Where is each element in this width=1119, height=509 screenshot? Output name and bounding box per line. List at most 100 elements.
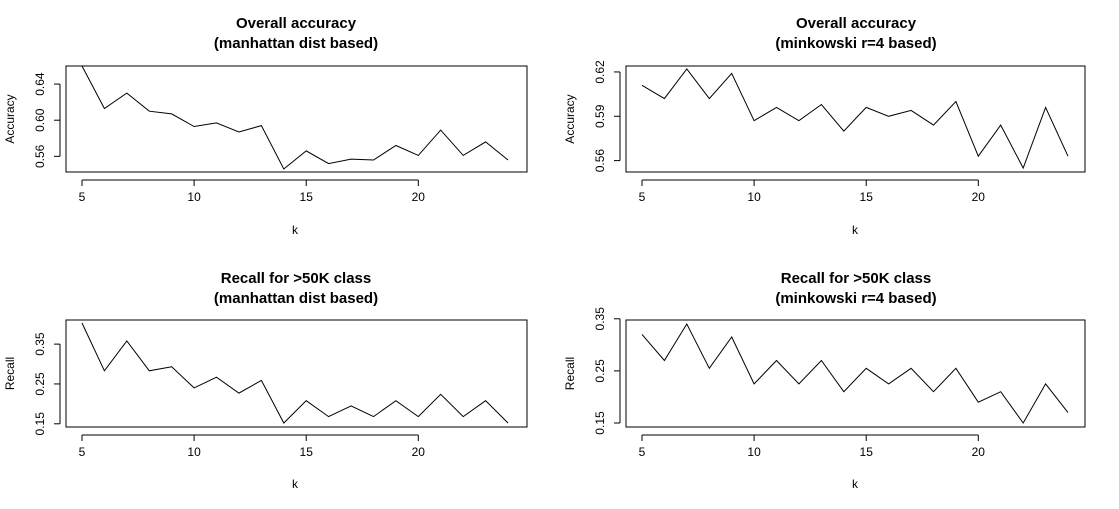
data-point [506, 158, 510, 162]
data-point [730, 71, 734, 75]
data-point [237, 391, 241, 395]
data-point [1066, 411, 1070, 415]
x-tick-label: 15 [300, 445, 314, 459]
x-tick-label: 5 [639, 445, 646, 459]
x-tick-label: 10 [747, 445, 761, 459]
y-tick-label: 0.60 [33, 108, 47, 132]
data-point [685, 67, 689, 71]
series-line [81, 65, 509, 170]
x-tick-label: 5 [79, 445, 86, 459]
data-point [282, 421, 286, 425]
data-point [864, 366, 868, 370]
x-axis-label: k [852, 477, 859, 491]
chart-subtitle: (minkowski r=4 based) [775, 290, 936, 307]
data-point [215, 375, 219, 379]
x-axis-label: k [852, 223, 859, 237]
data-point [640, 332, 644, 336]
data-point [685, 322, 689, 326]
data-point [662, 359, 666, 363]
x-axis-label: k [292, 223, 299, 237]
data-point [192, 386, 196, 390]
data-point [1021, 166, 1025, 170]
data-point [372, 158, 376, 162]
data-point [909, 366, 913, 370]
data-point [439, 128, 443, 132]
data-point [1021, 421, 1025, 425]
x-tick-label: 15 [300, 190, 314, 204]
data-point [1066, 154, 1070, 158]
data-point [394, 399, 398, 403]
data-point [327, 415, 331, 419]
chart-title: Overall accuracy [236, 15, 357, 32]
data-point [662, 97, 666, 101]
data-point [1044, 105, 1048, 109]
data-point [819, 359, 823, 363]
series-line [641, 322, 1069, 424]
x-tick-label: 15 [860, 190, 874, 204]
data-point [999, 390, 1003, 394]
data-point [707, 97, 711, 101]
x-tick-label: 20 [972, 190, 986, 204]
plot-frame [625, 319, 1086, 428]
data-point [932, 123, 936, 127]
data-point [372, 415, 376, 419]
y-tick-label: 0.56 [593, 149, 607, 173]
data-point [976, 400, 980, 404]
data-point [125, 339, 129, 343]
data-point [730, 335, 734, 339]
data-point [282, 167, 286, 171]
data-point [349, 404, 353, 408]
data-point [416, 415, 420, 419]
chart-panel-1: Overall accuracy (manhattan dist based) 5 1… [3, 15, 528, 237]
y-tick-label: 0.64 [33, 72, 47, 96]
x-tick-label: 5 [639, 190, 646, 204]
data-point [640, 83, 644, 87]
data-point [461, 415, 465, 419]
data-point [80, 321, 84, 325]
chart-subtitle: (minkowski r=4 based) [775, 35, 936, 52]
data-point [147, 109, 151, 113]
data-point [976, 154, 980, 158]
data-point [147, 369, 151, 373]
data-point [102, 107, 106, 111]
x-tick-label: 10 [187, 445, 201, 459]
chart-panel-4: Recall for >50K class (minkowski r=4 base… [563, 270, 1086, 491]
x-tick-label: 10 [187, 190, 201, 204]
y-tick-label: 0.15 [33, 412, 47, 436]
data-point [887, 382, 891, 386]
y-tick-label: 0.35 [593, 307, 607, 331]
chart-subtitle: (manhattan dist based) [214, 35, 378, 52]
y-tick-label: 0.15 [593, 411, 607, 435]
data-point [416, 153, 420, 157]
y-tick-label: 0.59 [593, 104, 607, 128]
data-point [819, 103, 823, 107]
chart-title: Recall for >50K class [221, 270, 372, 287]
data-point [954, 366, 958, 370]
data-point [259, 378, 263, 382]
data-point [439, 392, 443, 396]
data-point [752, 119, 756, 123]
data-point [954, 100, 958, 104]
chart-title: Overall accuracy [796, 15, 917, 32]
data-point [170, 365, 174, 369]
y-tick-label: 0.35 [33, 332, 47, 356]
data-point [932, 390, 936, 394]
data-point [461, 153, 465, 157]
series-line [641, 68, 1069, 170]
plot-frame [65, 319, 528, 428]
data-point [707, 366, 711, 370]
data-point [909, 108, 913, 112]
data-point [125, 91, 129, 95]
data-point [752, 382, 756, 386]
y-axis-label: Accuracy [3, 94, 17, 143]
data-point [797, 119, 801, 123]
data-point [304, 149, 308, 153]
x-tick-label: 20 [412, 190, 426, 204]
y-tick-label: 0.56 [33, 144, 47, 168]
data-point [864, 105, 868, 109]
data-point [304, 399, 308, 403]
y-axis-label: Recall [563, 357, 577, 390]
x-tick-label: 20 [412, 445, 426, 459]
data-point [327, 162, 331, 166]
